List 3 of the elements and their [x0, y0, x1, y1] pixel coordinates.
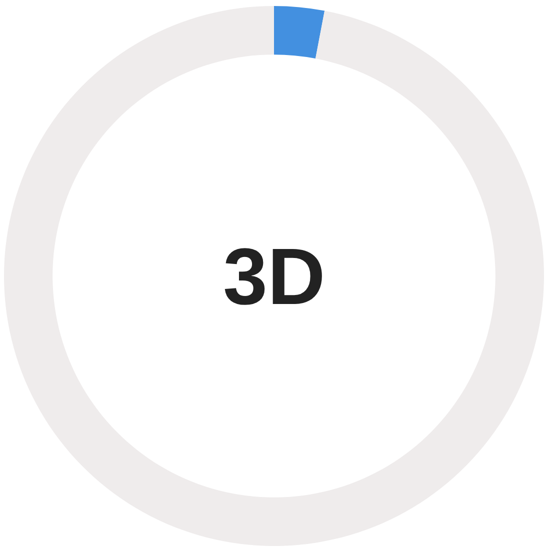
donut-slice — [4, 6, 544, 546]
text: 3D — [223, 232, 326, 321]
donut-slice — [274, 6, 325, 59]
